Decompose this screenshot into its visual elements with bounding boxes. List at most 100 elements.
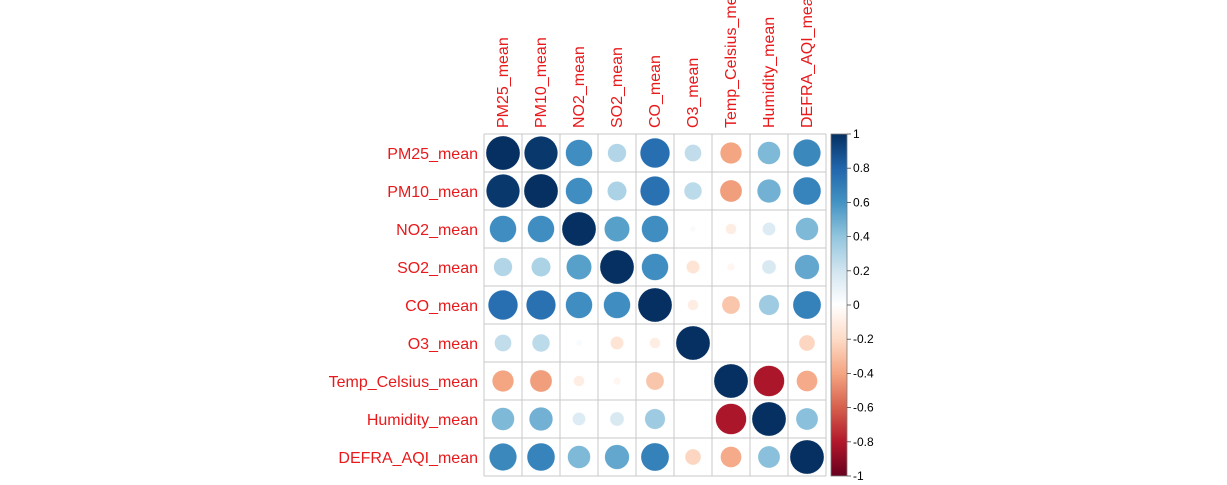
colorbar-tick-label: -1 — [853, 469, 864, 483]
correlation-circle — [686, 260, 700, 274]
correlation-circle — [612, 376, 622, 386]
correlation-circle — [640, 442, 670, 472]
correlation-circle — [641, 215, 669, 243]
correlation-circle — [599, 249, 635, 285]
column-label: SO2_mean — [609, 47, 626, 128]
colorbar-tick-label: -0.8 — [853, 435, 874, 449]
colorbar-tick-label: -0.6 — [853, 401, 874, 415]
correlation-circle — [649, 337, 661, 349]
colorbar-tick-label: 0.6 — [853, 195, 870, 209]
correlation-circle — [713, 363, 749, 399]
correlation-circle — [575, 339, 583, 347]
correlation-circle — [609, 411, 625, 427]
correlation-circle — [566, 254, 592, 280]
correlation-circle — [793, 139, 821, 167]
correlation-circle — [489, 215, 517, 243]
column-label: NO2_mean — [571, 46, 588, 128]
colorbar-tick-label: 0 — [853, 298, 860, 312]
correlation-circle — [526, 442, 556, 472]
row-label: O3_mean — [408, 336, 478, 353]
correlation-circle — [528, 406, 554, 432]
correlation-circle — [795, 407, 819, 431]
correlation-circle — [494, 334, 512, 352]
correlation-circle — [715, 403, 747, 435]
correlation-circle — [726, 262, 736, 272]
row-label: PM25_mean — [387, 146, 478, 163]
correlation-circle — [527, 215, 555, 243]
column-label: CO_mean — [647, 55, 664, 128]
correlation-circle — [524, 136, 558, 170]
correlation-circle — [721, 295, 741, 315]
correlation-circle — [645, 371, 665, 391]
row-label: Temp_Celsius_mean — [329, 374, 478, 391]
correlation-circle — [725, 223, 737, 235]
correlation-circle — [719, 179, 743, 203]
correlation-circle — [565, 139, 593, 167]
row-label: DEFRA_AQI_mean — [338, 450, 478, 467]
correlation-circle — [637, 287, 673, 323]
correlation-circle — [493, 257, 513, 277]
correlation-circle — [684, 448, 702, 466]
correlation-circle — [689, 225, 697, 233]
column-label: O3_mean — [685, 58, 702, 128]
correlation-circle — [641, 253, 669, 281]
correlation-circle — [604, 216, 630, 242]
correlation-circle — [492, 370, 514, 392]
correlation-circle — [683, 181, 703, 201]
column-label: PM25_mean — [495, 37, 512, 128]
colorbar-tick-label: -0.4 — [853, 366, 874, 380]
correlation-circle — [762, 222, 776, 236]
row-label: PM10_mean — [387, 184, 478, 201]
correlation-circle — [795, 217, 819, 241]
correlation-circle — [523, 173, 559, 209]
correlation-circle — [640, 176, 670, 206]
correlation-circle — [761, 259, 777, 275]
correlation-circle — [757, 141, 781, 165]
row-label: CO_mean — [405, 298, 478, 315]
correlation-circle — [573, 375, 585, 387]
correlation-circle — [565, 177, 593, 205]
colorbar-tick-label: -0.2 — [853, 332, 874, 346]
correlation-circle — [753, 365, 785, 397]
correlation-circle — [794, 254, 820, 280]
correlation-circle — [675, 325, 711, 361]
column-label: PM10_mean — [533, 37, 550, 128]
correlation-circle — [639, 137, 671, 169]
correlation-circle — [565, 291, 593, 319]
correlation-circle — [720, 142, 742, 164]
row-label: NO2_mean — [396, 222, 478, 239]
correlation-circle — [486, 174, 520, 208]
correlation-circle — [792, 290, 822, 320]
colorbar-tick-label: 0.8 — [853, 161, 870, 175]
colorbar-tick-label: 1 — [853, 127, 860, 141]
correlation-circle — [644, 408, 666, 430]
correlation-circle — [796, 370, 818, 392]
correlation-circle — [607, 143, 627, 163]
correlation-circle — [526, 290, 556, 320]
colorbar — [830, 133, 848, 477]
correlation-circle — [789, 439, 825, 475]
correlation-circle — [757, 445, 781, 469]
correlation-circle — [603, 291, 631, 319]
row-label: Humidity_mean — [367, 412, 478, 429]
correlation-circle — [607, 181, 627, 201]
correlation-circle — [531, 333, 551, 353]
correlation-circle — [487, 289, 519, 321]
colorbar-tick-label: 0.2 — [853, 264, 870, 278]
correlation-circle — [687, 299, 699, 311]
correlation-circle — [720, 446, 742, 468]
correlation-circle — [792, 176, 822, 206]
correlation-circle — [572, 412, 586, 426]
correlation-circle — [561, 211, 597, 247]
row-label: SO2_mean — [397, 260, 478, 277]
correlation-circle — [604, 444, 630, 470]
column-label: DEFRA_AQI_mean — [799, 0, 816, 128]
correlation-circle — [610, 336, 624, 350]
correlation-circle — [798, 334, 816, 352]
correlation-circle — [531, 257, 551, 277]
correlation-circle — [751, 401, 787, 437]
correlation-circle — [758, 294, 780, 316]
correlation-circle — [756, 178, 782, 204]
